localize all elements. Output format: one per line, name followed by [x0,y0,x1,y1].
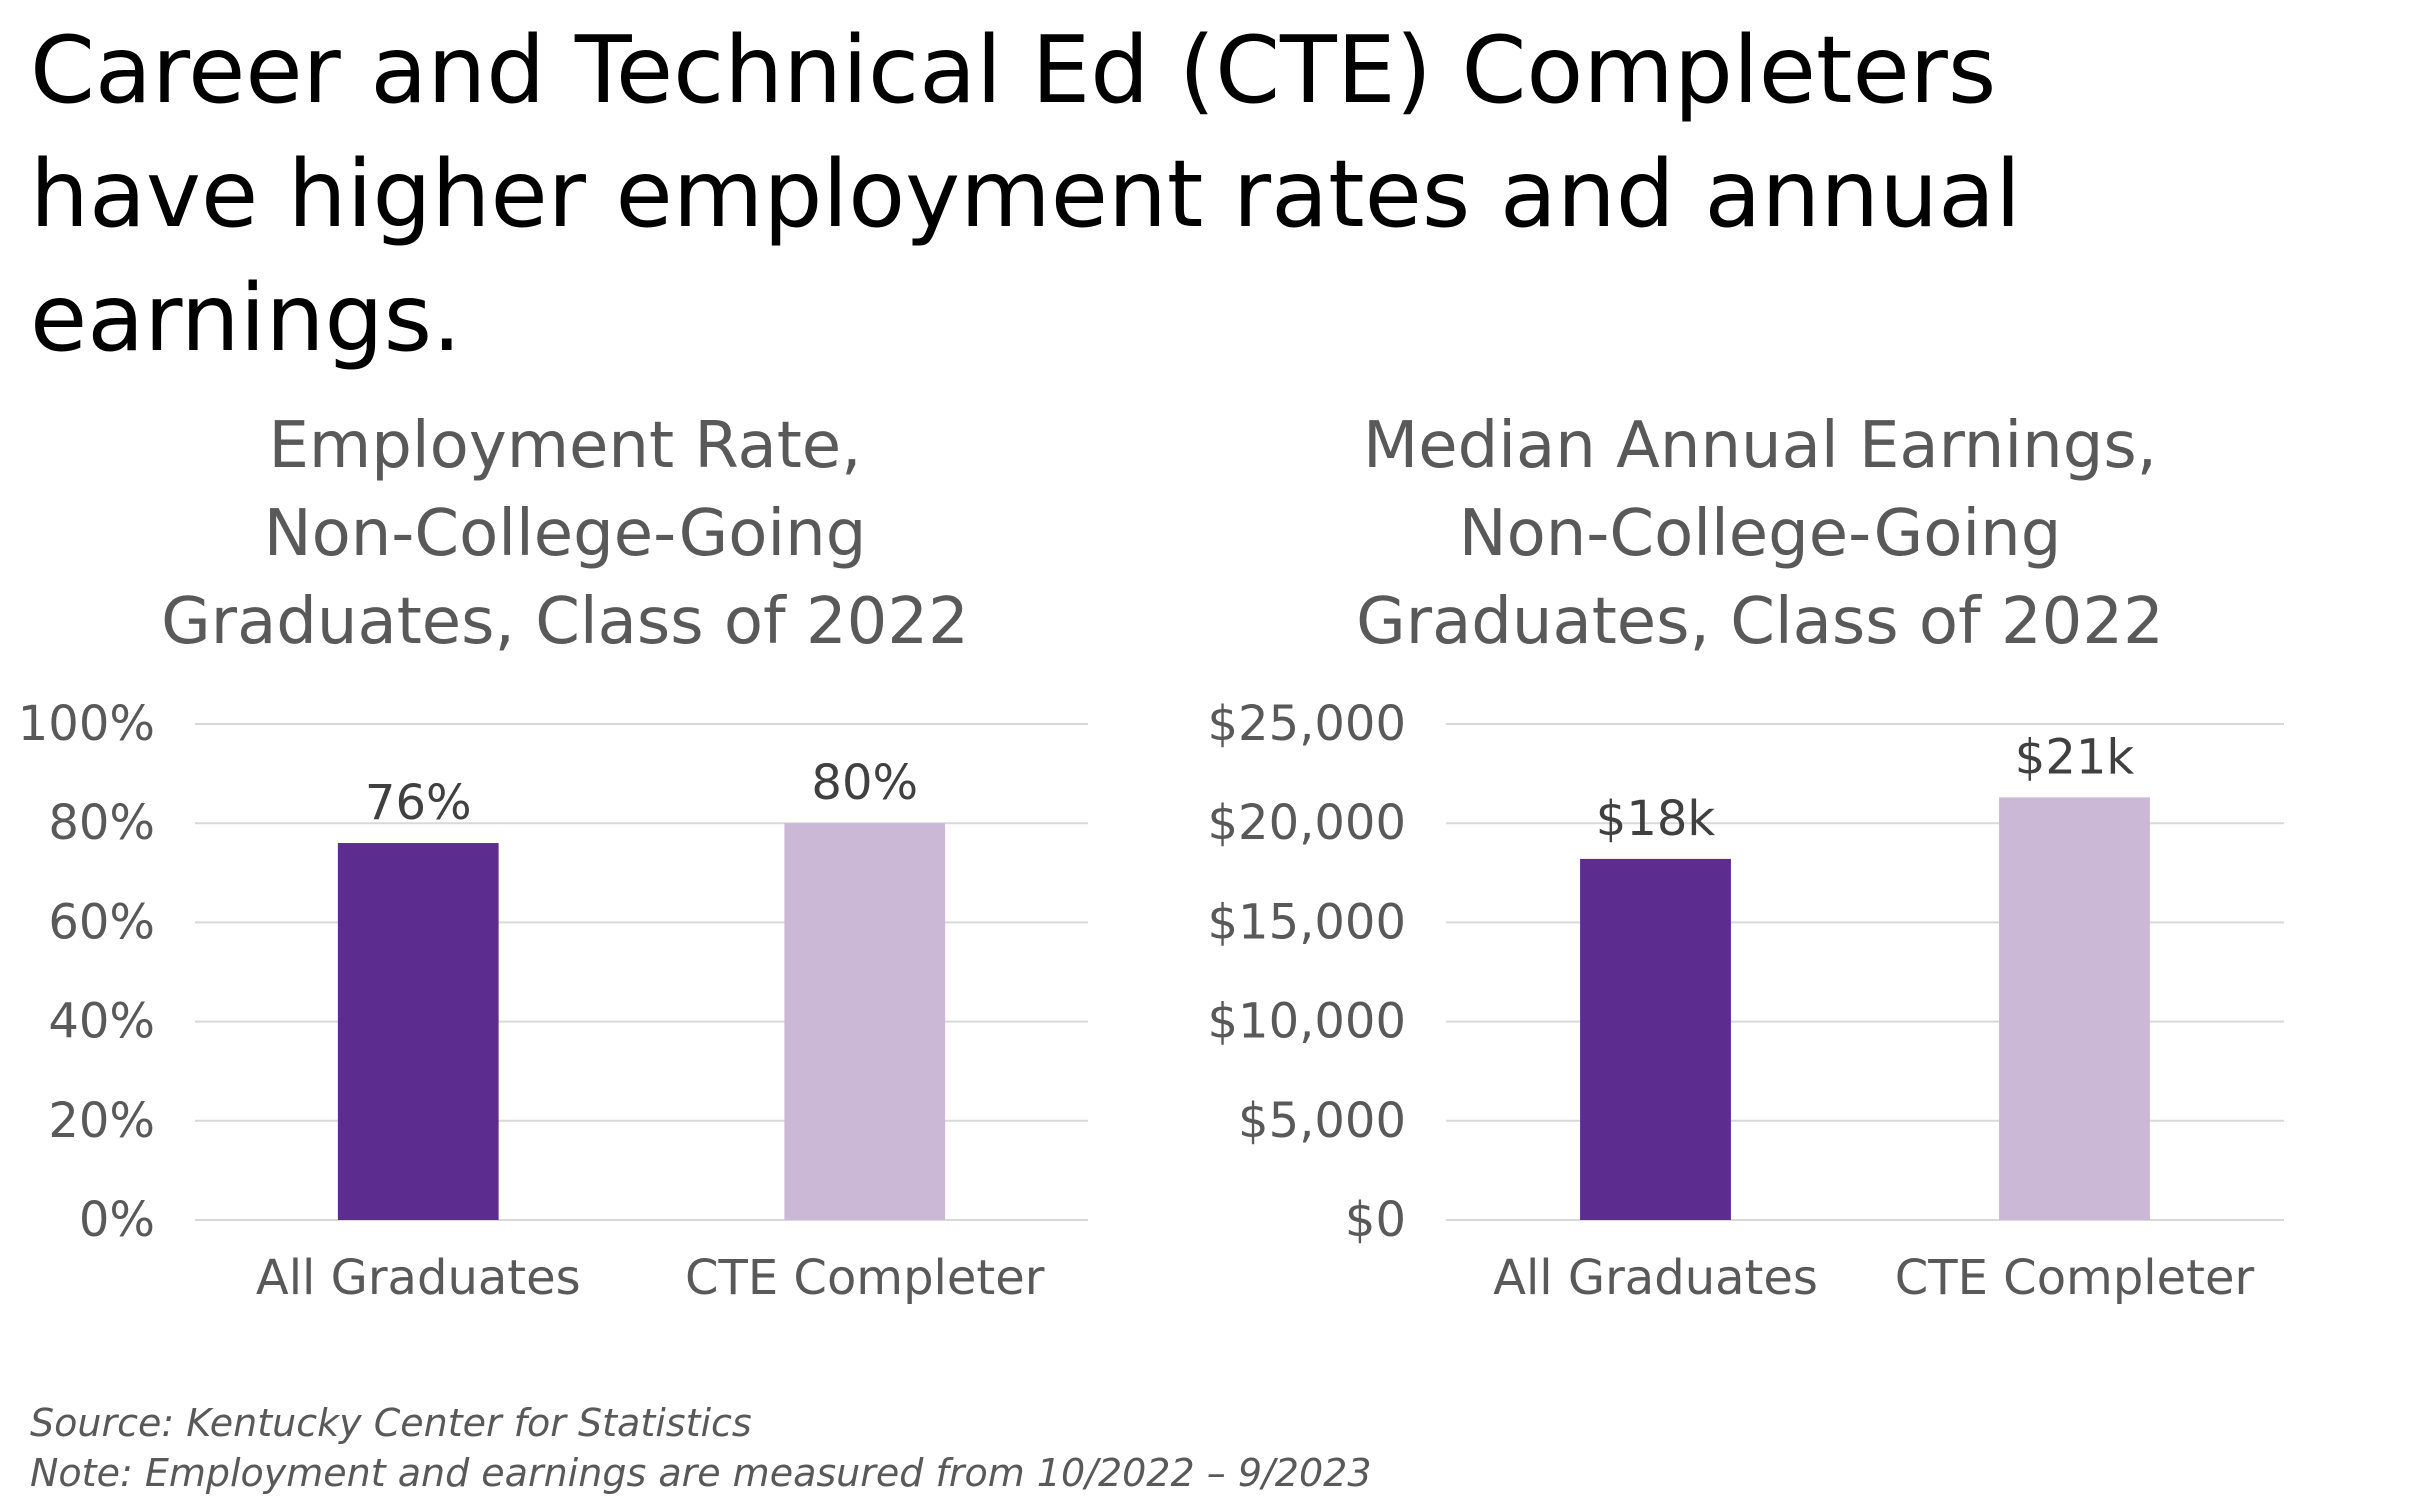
title-line: earnings. [30,264,462,372]
title-line: have higher employment rates and annual [30,140,2022,248]
chart-title-line: Non-College-Going [263,497,867,571]
footer-notes: Source: Kentucky Center for Statistics N… [30,1398,1372,1498]
bar [1999,797,2150,1220]
data-label: 76% [365,775,472,831]
title-line: Career and Technical Ed (CTE) Completers [30,16,1997,124]
y-tick-label: 80% [48,795,155,851]
y-tick-label: $0 [1345,1192,1406,1248]
bar [1580,858,1731,1220]
data-label: $18k [1596,791,1716,847]
measurement-note: Note: Employment and earnings are measur… [30,1451,1372,1495]
x-tick-label: All Graduates [256,1250,581,1306]
y-tick-label: 20% [48,1093,155,1149]
x-tick-label: CTE Completer [685,1250,1045,1306]
y-tick-label: 40% [48,994,155,1050]
chart-title-line: Non-College-Going [1458,497,2062,571]
chart-title-line: Median Annual Earnings, [1363,409,2157,483]
y-tick-label: $15,000 [1208,894,1407,950]
median-earnings-chart: Median Annual Earnings, Non-College-Goin… [1208,402,2340,1352]
chart-title: Employment Rate, Non-College-Going Gradu… [0,402,1130,666]
chart-title-line: Graduates, Class of 2022 [161,585,969,659]
y-tick-label: $25,000 [1208,696,1407,752]
chart-title: Median Annual Earnings, Non-College-Goin… [1210,402,2310,666]
y-tick-label: 0% [79,1192,155,1248]
source-note: Source: Kentucky Center for Statistics [30,1401,752,1445]
x-tick-label: CTE Completer [1895,1250,2255,1306]
chart-plot-area: $0 $5,000 $10,000 $15,000 $20,000 $25,000 $18k… [1208,696,2284,1306]
data-label: 80% [811,755,918,811]
y-tick-label: 60% [48,894,155,950]
chart-title-line: Employment Rate, [268,409,862,483]
y-tick-label: 100% [18,696,155,752]
employment-rate-chart: Employment Rate, Non-College-Going Gradu… [0,402,1130,1352]
chart-title-line: Graduates, Class of 2022 [1356,585,2164,659]
bar [784,823,946,1220]
page-title: Career and Technical Ed (CTE) Completers… [30,8,2330,380]
x-tick-label: All Graduates [1493,1250,1818,1306]
y-tick-label: $5,000 [1238,1093,1406,1149]
bar [337,843,499,1220]
y-tick-label: $10,000 [1208,994,1407,1050]
y-tick-label: $20,000 [1208,795,1407,851]
chart-plot-area: 0% 20% 40% 60% 80% 100% 76% All Graduates 80% CTE… [18,696,1088,1306]
data-label: $21k [2015,729,2135,785]
